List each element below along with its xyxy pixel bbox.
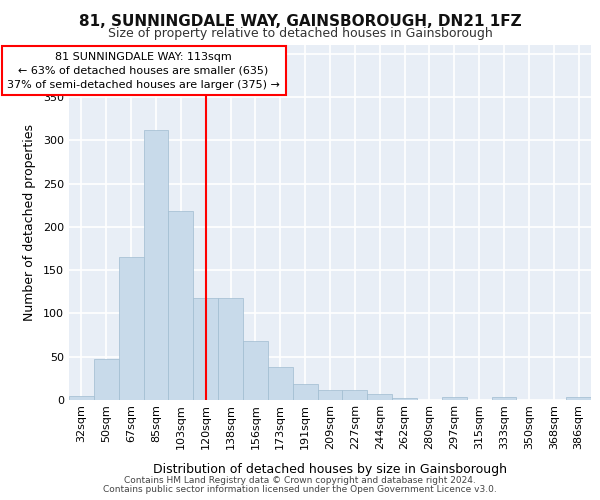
- Bar: [143, 130, 169, 400]
- Bar: [317, 390, 343, 400]
- Bar: [442, 398, 467, 400]
- Bar: [491, 396, 517, 400]
- X-axis label: Distribution of detached houses by size in Gainsborough: Distribution of detached houses by size …: [153, 463, 507, 476]
- Bar: [69, 396, 94, 400]
- Bar: [392, 398, 417, 400]
- Bar: [94, 360, 119, 400]
- Text: Contains public sector information licensed under the Open Government Licence v3: Contains public sector information licen…: [103, 485, 497, 494]
- Text: Size of property relative to detached houses in Gainsborough: Size of property relative to detached ho…: [107, 28, 493, 40]
- Bar: [193, 298, 218, 400]
- Bar: [293, 384, 317, 400]
- Bar: [119, 257, 143, 400]
- Text: 81 SUNNINGDALE WAY: 113sqm
← 63% of detached houses are smaller (635)
37% of sem: 81 SUNNINGDALE WAY: 113sqm ← 63% of deta…: [7, 52, 280, 90]
- Text: 81, SUNNINGDALE WAY, GAINSBOROUGH, DN21 1FZ: 81, SUNNINGDALE WAY, GAINSBOROUGH, DN21 …: [79, 14, 521, 29]
- Bar: [268, 367, 293, 400]
- Bar: [218, 298, 243, 400]
- Bar: [566, 398, 591, 400]
- Bar: [367, 394, 392, 400]
- Text: Contains HM Land Registry data © Crown copyright and database right 2024.: Contains HM Land Registry data © Crown c…: [124, 476, 476, 485]
- Bar: [243, 341, 268, 400]
- Y-axis label: Number of detached properties: Number of detached properties: [23, 124, 36, 321]
- Bar: [169, 211, 193, 400]
- Bar: [343, 390, 367, 400]
